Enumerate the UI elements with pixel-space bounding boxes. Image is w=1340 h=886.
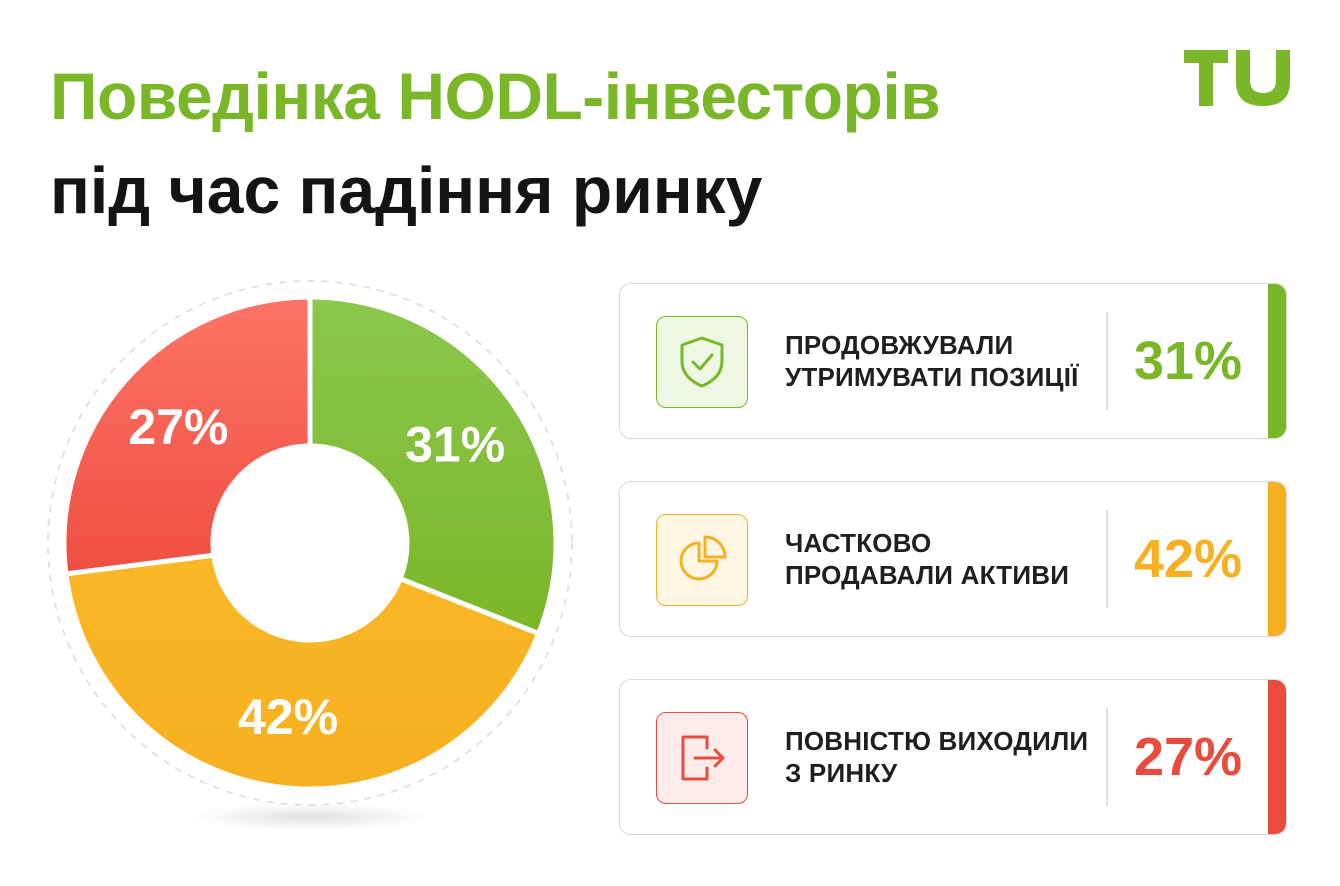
card-partial-sell: ЧАСТКОВО ПРОДАВАЛИ АКТИВИ 42% — [619, 481, 1287, 637]
donut-slice-label-2: 42% — [238, 689, 338, 745]
pie-chart-icon — [679, 535, 727, 581]
card-label: ЧАСТКОВО ПРОДАВАЛИ АКТИВИ — [785, 528, 1070, 590]
card-divider — [1106, 312, 1108, 410]
donut-slice-1 — [307, 294, 559, 637]
tu-logo — [1184, 50, 1292, 113]
card-full-exit: ПОВНІСТЮ ВИХОДИЛИ З РИНКУ 27% — [619, 679, 1287, 835]
chart-shadow — [190, 803, 430, 831]
donut-slice-label-1: 31% — [405, 416, 505, 472]
donut-slice-3 — [61, 294, 313, 577]
chart-outer-ring — [47, 280, 573, 806]
exit-door-icon — [681, 735, 725, 781]
donut-chart: 31% 42% 27% — [47, 280, 573, 831]
logo-t-stem — [1199, 50, 1213, 106]
card-label: ПРОДОВЖУВАЛИ УТРИМУВАТИ ПОЗИЦІЇ — [785, 330, 1079, 392]
card-icon-box — [656, 514, 748, 606]
card-value: 42% — [1133, 529, 1243, 589]
card-accent-stripe — [1268, 284, 1286, 438]
card-icon-box — [656, 712, 748, 804]
logo-u — [1236, 50, 1290, 106]
card-value: 27% — [1133, 727, 1243, 787]
donut-labels: 31% 42% 27% — [128, 399, 505, 745]
card-divider — [1106, 708, 1108, 806]
card-accent-stripe — [1268, 680, 1286, 834]
tu-logo-mark — [1184, 50, 1290, 106]
card-hold-positions: ПРОДОВЖУВАЛИ УТРИМУВАТИ ПОЗИЦІЇ 31% — [619, 283, 1287, 439]
card-divider — [1106, 510, 1108, 608]
donut-slices — [61, 294, 559, 792]
card-icon-box — [656, 316, 748, 408]
donut-slice-2 — [63, 552, 542, 792]
card-accent-stripe — [1268, 482, 1286, 636]
card-label: ПОВНІСТЮ ВИХОДИЛИ З РИНКУ — [785, 726, 1089, 788]
page-title-line1: Поведінка HODL-інвесторів — [50, 59, 941, 133]
shield-check-icon — [680, 336, 724, 388]
donut-slice-label-3: 27% — [128, 399, 228, 455]
card-value: 31% — [1133, 331, 1243, 391]
page-title-line2: під час падіння ринку — [50, 153, 763, 227]
